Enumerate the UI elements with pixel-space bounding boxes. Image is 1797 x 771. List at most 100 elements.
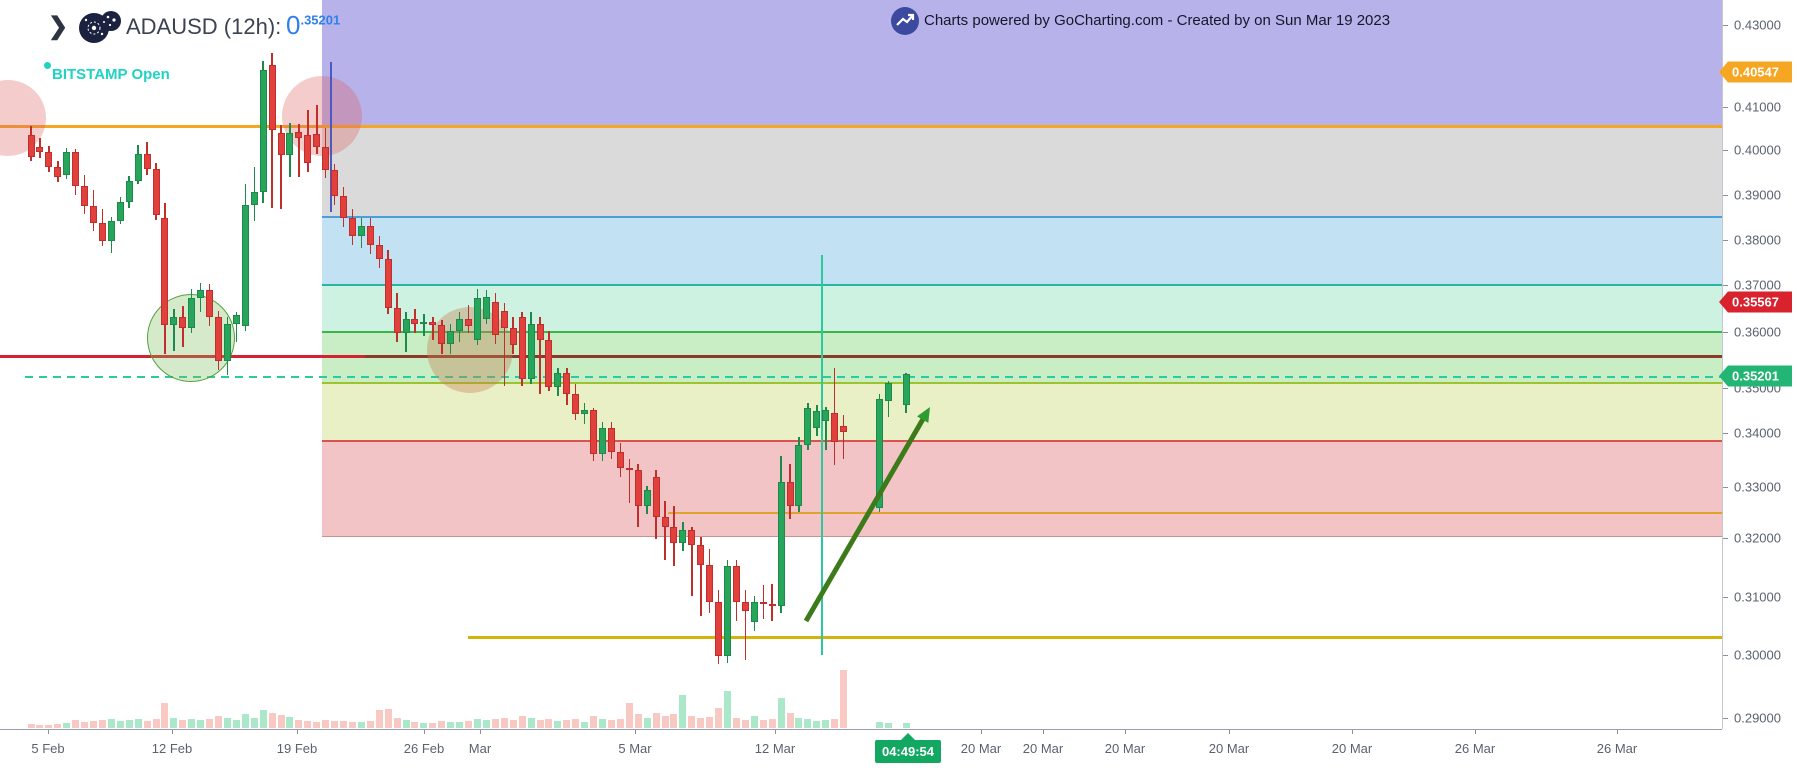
candle[interactable] — [599, 427, 607, 454]
price-axis[interactable] — [1722, 0, 1797, 729]
candle[interactable] — [759, 601, 767, 604]
candle[interactable] — [170, 316, 178, 326]
candle[interactable] — [456, 318, 464, 332]
candle[interactable] — [536, 323, 544, 340]
candle[interactable] — [161, 217, 169, 326]
candle[interactable] — [884, 382, 892, 402]
candle[interactable] — [411, 318, 419, 325]
candle[interactable] — [143, 153, 151, 169]
horizontal-line-orange-support[interactable] — [668, 511, 1722, 515]
candle[interactable] — [340, 195, 348, 219]
horizontal-line-last-price-dashed[interactable] — [25, 376, 1722, 379]
candle[interactable] — [268, 64, 276, 130]
candle[interactable] — [384, 258, 392, 308]
candle[interactable] — [661, 517, 669, 528]
candle[interactable] — [795, 445, 803, 507]
candle[interactable] — [90, 206, 97, 223]
candle[interactable] — [482, 297, 490, 319]
candle[interactable] — [750, 601, 758, 622]
candle[interactable] — [215, 317, 223, 361]
candle[interactable] — [875, 399, 883, 509]
candle[interactable] — [420, 321, 428, 325]
candle[interactable] — [36, 146, 44, 152]
candle[interactable] — [554, 373, 562, 387]
horizontal-line-orange-resistance[interactable] — [0, 124, 1722, 128]
candle[interactable] — [188, 297, 196, 329]
candle[interactable] — [616, 451, 624, 469]
candle[interactable] — [295, 131, 303, 138]
candle[interactable] — [509, 327, 517, 346]
candle[interactable] — [741, 601, 749, 612]
candle[interactable] — [223, 324, 231, 361]
symbol-title[interactable]: ADAUSD (12h): — [126, 14, 282, 39]
candle[interactable] — [572, 394, 580, 414]
candle[interactable] — [63, 151, 71, 176]
candle[interactable] — [813, 411, 821, 429]
candle[interactable] — [804, 407, 812, 446]
candle[interactable] — [491, 301, 499, 336]
vertical-line[interactable] — [821, 255, 823, 655]
candle[interactable] — [45, 151, 53, 168]
candle[interactable] — [152, 168, 160, 215]
candle[interactable] — [902, 374, 910, 405]
candle[interactable] — [563, 373, 571, 395]
candle[interactable] — [116, 201, 124, 222]
candle[interactable] — [607, 427, 615, 452]
horizontal-line-brown-level[interactable] — [322, 355, 1722, 359]
candle[interactable] — [98, 222, 106, 241]
candle[interactable] — [286, 132, 294, 155]
candle[interactable] — [197, 290, 205, 298]
candle[interactable] — [72, 151, 80, 186]
candle[interactable] — [313, 133, 321, 147]
candle[interactable] — [348, 218, 356, 237]
candle[interactable] — [643, 490, 651, 507]
collapse-chevron-icon[interactable]: ❯ — [48, 13, 69, 40]
highlight-circle[interactable] — [282, 76, 362, 156]
candle[interactable] — [527, 323, 535, 380]
time-axis[interactable] — [0, 729, 1722, 771]
candle[interactable] — [590, 409, 598, 454]
candle[interactable] — [27, 134, 35, 157]
candle[interactable] — [679, 530, 687, 543]
candle[interactable] — [518, 316, 526, 380]
vertical-line[interactable] — [330, 62, 332, 212]
candle[interactable] — [393, 307, 401, 334]
candle[interactable] — [179, 316, 187, 329]
candle[interactable] — [625, 468, 633, 471]
candle[interactable] — [465, 318, 473, 327]
candle[interactable] — [107, 221, 115, 241]
candle[interactable] — [259, 70, 267, 193]
candle[interactable] — [232, 315, 240, 324]
candle[interactable] — [322, 146, 330, 170]
candle[interactable] — [732, 566, 740, 602]
candle[interactable] — [786, 481, 794, 507]
candle[interactable] — [81, 186, 89, 207]
candle[interactable] — [822, 409, 830, 422]
candle[interactable] — [54, 167, 62, 177]
candle[interactable] — [304, 134, 312, 164]
candle[interactable] — [134, 153, 142, 181]
candle[interactable] — [652, 477, 660, 518]
candle[interactable] — [581, 409, 589, 414]
candle[interactable] — [447, 331, 455, 344]
candle[interactable] — [724, 566, 732, 656]
candle[interactable] — [831, 412, 839, 443]
candle[interactable] — [768, 603, 776, 607]
candle[interactable] — [697, 545, 705, 565]
candle[interactable] — [474, 297, 481, 340]
candle[interactable] — [706, 564, 714, 602]
candle[interactable] — [545, 339, 553, 387]
candle[interactable] — [634, 470, 642, 507]
candle[interactable] — [375, 245, 383, 259]
candle[interactable] — [777, 481, 785, 607]
candle[interactable] — [688, 530, 696, 546]
candle[interactable] — [331, 169, 339, 196]
candle[interactable] — [840, 425, 848, 433]
candle[interactable] — [206, 290, 214, 318]
candle[interactable] — [277, 132, 285, 155]
candle[interactable] — [715, 601, 723, 656]
candle[interactable] — [402, 318, 410, 334]
candle[interactable] — [438, 324, 446, 344]
candle[interactable] — [125, 180, 133, 202]
